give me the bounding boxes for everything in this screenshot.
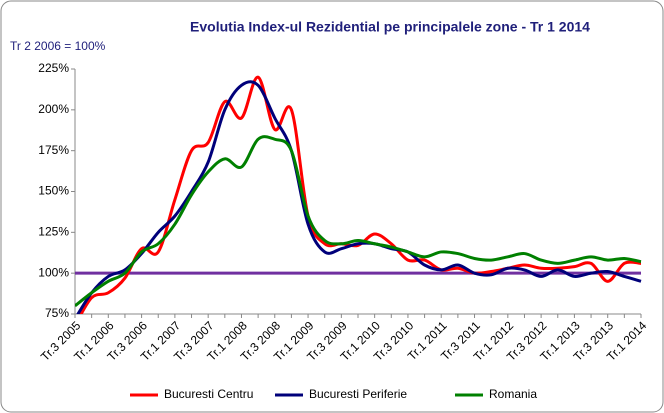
y-tick-label: 100% <box>38 265 69 279</box>
y-tick-label: 75% <box>45 306 69 320</box>
legend-label: Bucuresti Periferie <box>309 387 407 401</box>
legend-label: Romania <box>489 387 537 401</box>
series-line <box>79 75 642 314</box>
annotation: Tr 2 2006 = 100% <box>10 39 106 53</box>
y-tick-label: 175% <box>38 143 69 157</box>
chart-title: Evolutia Index-ul Rezidential pe princip… <box>190 19 590 35</box>
y-tick-label: 150% <box>38 184 69 198</box>
y-tick-label: 125% <box>38 225 69 239</box>
legend-label: Bucuresti Centru <box>164 387 253 401</box>
series-line <box>75 135 642 308</box>
y-tick-label: 225% <box>38 61 69 75</box>
y-tick-label: 200% <box>38 102 69 116</box>
series-line <box>76 80 642 314</box>
plot-area <box>75 75 642 314</box>
